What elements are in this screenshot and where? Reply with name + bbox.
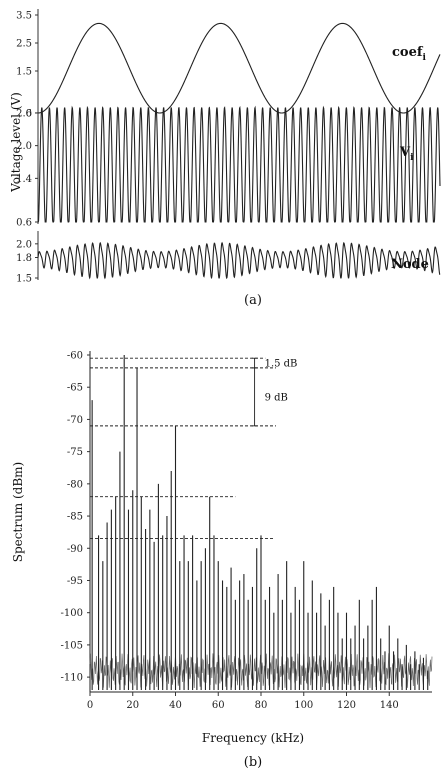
chart-b-x-tick-label: 100 [294,700,313,711]
chart-b-y-tick-label: -75 [67,447,83,458]
chart-a-panel-3-tick-label: 1.8 [16,253,32,264]
chart-b: Spectrum (dBm) Frequency (kHz) -60 -65 -70… [11,351,433,770]
chart-b-y-tick-label: -105 [61,640,83,651]
chart-a-panel-2-tick-label: 2.0 [16,141,32,152]
chart-b-x-tick-label: 40 [169,700,182,711]
chart-a-panel-2-tick-label: 0.6 [16,218,32,229]
chart-b-y-tick-label: -70 [67,415,83,426]
chart-a: Voltage level (V) 3.5 2.5 1.5 0 coefi 2.6 2.0 1… [9,9,441,308]
chart-a-series-label: Vi [399,145,414,163]
chart-a-panel-3-tick-label: 1.5 [16,274,32,285]
chart-a-series-coef [38,22,441,114]
chart-a-panel-2-tick-label: 1.4 [16,174,32,185]
chart-a-panel-1-tick-label: 0 [26,109,32,120]
chart-b-y-tick-label: -65 [67,383,83,394]
chart-b-y-tick-label: -60 [67,351,83,362]
chart-a-panel-1-tick-label: 2.5 [16,39,32,50]
chart-b-x-tick-label: 80 [255,700,268,711]
chart-b-y-tick-label: -95 [67,576,83,587]
chart-a-y-axis-label: Voltage level (V) [9,92,23,193]
chart-b-x-tick-label: 120 [337,700,356,711]
chart-a-panel-1-tick-label: 3.5 [16,11,32,22]
chart-a-panel-3: 2.0 1.8 1.5 Node [16,231,441,285]
chart-a-series-node [37,241,441,280]
chart-b-y-tick-label: -100 [61,608,83,619]
chart-a-series-v [37,105,441,223]
chart-b-x-tick-label: 0 [87,700,93,711]
chart-b-caption: (b) [244,755,262,770]
chart-b-x-axis-label: Frequency (kHz) [202,731,304,745]
chart-a-panel-2: 2.6 2.0 1.4 0.6 Vi [16,96,441,229]
chart-b-x-tick-label: 60 [212,700,225,711]
chart-a-series-label: coefi [392,45,426,63]
chart-b-annotation-label: 1.5 dB [265,359,298,370]
chart-b-x-tick-label: 20 [126,700,139,711]
chart-b-y-axis-label: Spectrum (dBm) [11,462,25,562]
chart-b-y-tick-label: -80 [67,479,83,490]
chart-a-series-label: Node [391,257,429,272]
chart-b-y-tick-label: -110 [61,673,83,684]
chart-b-y-tick-label: -90 [67,544,83,555]
chart-b-annotation-label: 9 dB [265,392,288,403]
chart-a-panel-3-tick-label: 2.0 [16,239,32,250]
chart-b-y-tick-label: -85 [67,512,83,523]
chart-a-panel-1: 3.5 2.5 1.5 0 coefi [16,9,441,120]
chart-a-caption: (a) [244,293,262,308]
chart-a-panel-1-tick-label: 1.5 [16,67,32,78]
chart-a-panel-2-tick-label: 2.6 [16,108,32,119]
chart-b-x-tick-label: 140 [380,700,399,711]
